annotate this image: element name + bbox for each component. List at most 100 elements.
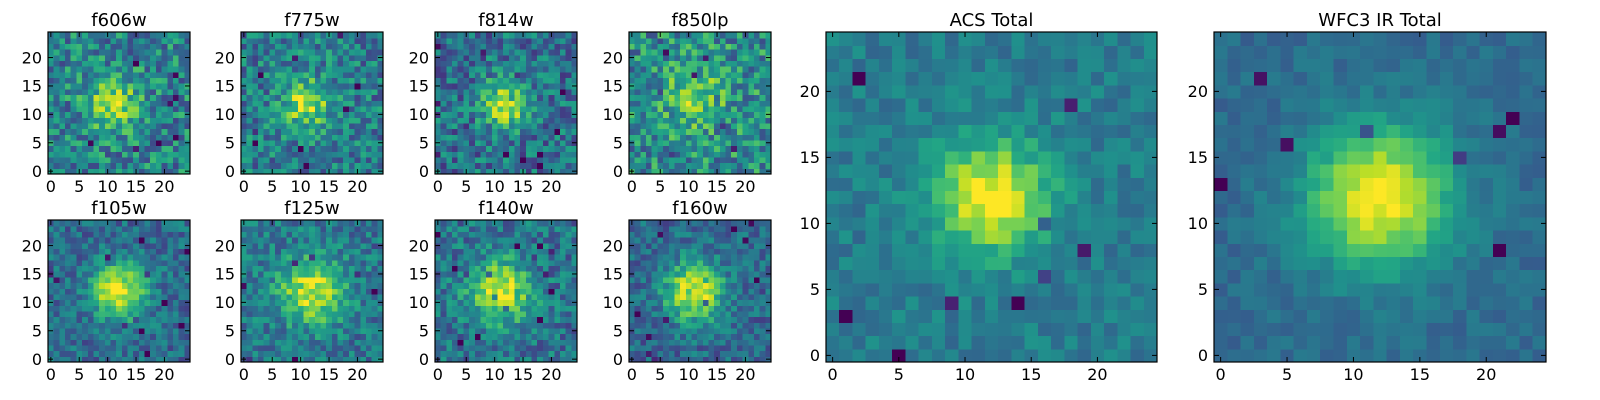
pixel-cell bbox=[697, 356, 704, 363]
pixel-cell bbox=[691, 100, 698, 107]
pixel-cell bbox=[326, 282, 333, 289]
pixel-cell bbox=[99, 66, 106, 73]
pixel-cell bbox=[765, 322, 772, 329]
pixel-cell bbox=[469, 316, 476, 323]
pixel-cell bbox=[354, 305, 361, 312]
pixel-cell bbox=[65, 49, 72, 56]
pixel-cell bbox=[314, 327, 322, 335]
pixel-cell bbox=[314, 54, 322, 61]
pixel-cell bbox=[70, 242, 77, 249]
pixel-cell bbox=[337, 71, 344, 79]
pixel-cell bbox=[263, 71, 270, 79]
pixel-cell bbox=[731, 66, 738, 73]
pixel-cell bbox=[87, 94, 95, 101]
pixel-cell bbox=[508, 242, 516, 249]
pixel-cell bbox=[548, 88, 555, 96]
y-tick-label: 0 bbox=[419, 162, 429, 181]
pixel-cell bbox=[753, 134, 761, 141]
pixel-cell bbox=[559, 156, 567, 164]
pixel-cell bbox=[59, 339, 66, 346]
pixel-cell bbox=[377, 333, 384, 340]
pixel-cell bbox=[663, 32, 670, 39]
pixel-cell bbox=[736, 288, 744, 295]
pixel-cell bbox=[337, 43, 344, 50]
pixel-cell bbox=[292, 344, 299, 352]
pixel-cell bbox=[348, 134, 356, 141]
pixel-cell bbox=[292, 316, 299, 323]
pixel-cell bbox=[702, 305, 710, 312]
pixel-cell bbox=[116, 237, 123, 244]
pixel-cell bbox=[571, 66, 578, 73]
pixel-cell bbox=[548, 254, 555, 261]
pixel-cell bbox=[121, 134, 129, 141]
pixel-cell bbox=[685, 282, 693, 289]
pixel-cell bbox=[748, 128, 755, 135]
pixel-cell bbox=[469, 310, 476, 318]
pixel-cell bbox=[263, 105, 270, 113]
pixel-cell bbox=[559, 350, 567, 357]
pixel-cell bbox=[742, 299, 749, 306]
pixel-cell bbox=[685, 350, 693, 357]
pixel-cell bbox=[354, 225, 361, 232]
pixel-cell bbox=[110, 322, 117, 329]
pixel-cell bbox=[554, 276, 561, 284]
pixel-cell bbox=[674, 32, 681, 39]
pixel-cell bbox=[725, 162, 732, 169]
pixel-cell bbox=[503, 327, 510, 335]
pixel-cell bbox=[765, 156, 772, 164]
pixel-cell bbox=[440, 60, 447, 67]
pixel-cell bbox=[365, 242, 373, 249]
pixel-cell bbox=[297, 254, 305, 261]
pixel-cell bbox=[53, 37, 60, 44]
pixel-cell bbox=[508, 156, 516, 164]
pixel-cell bbox=[742, 66, 749, 73]
pixel-cell bbox=[554, 231, 561, 238]
pixel-cell bbox=[269, 231, 276, 238]
axes-frame bbox=[47, 31, 191, 175]
pixel-cell bbox=[121, 271, 129, 278]
pixel-cell bbox=[663, 356, 670, 363]
pixel-cell bbox=[99, 32, 106, 39]
pixel-cell bbox=[246, 162, 253, 169]
pixel-cell bbox=[59, 327, 66, 335]
pixel-cell bbox=[70, 156, 77, 164]
pixel-cell bbox=[629, 100, 636, 107]
pixel-cell bbox=[554, 83, 561, 90]
pixel-cell bbox=[104, 105, 112, 113]
pixel-cell bbox=[554, 32, 561, 39]
pixel-cell bbox=[354, 350, 361, 357]
pixel-cell bbox=[365, 60, 373, 67]
pixel-cell bbox=[514, 316, 521, 323]
pixel-cell bbox=[680, 344, 687, 352]
pixel-cell bbox=[48, 66, 55, 73]
pixel-cell bbox=[486, 305, 493, 312]
pixel-cell bbox=[116, 122, 123, 130]
pixel-cell bbox=[48, 134, 55, 141]
pixel-cell bbox=[765, 94, 772, 101]
pixel-cell bbox=[269, 134, 276, 141]
pixel-cell bbox=[116, 310, 123, 318]
pixel-cell bbox=[371, 231, 378, 238]
pixel-cell bbox=[508, 54, 516, 61]
pixel-cell bbox=[127, 242, 134, 249]
pixel-cell bbox=[138, 83, 146, 90]
pixel-cell bbox=[651, 83, 658, 90]
pixel-cell bbox=[138, 77, 146, 84]
pixel-cell bbox=[731, 32, 738, 39]
pixel-cell bbox=[275, 139, 282, 147]
pixel-cell bbox=[463, 105, 470, 113]
pixel-cell bbox=[320, 83, 327, 90]
pixel-cell bbox=[286, 105, 293, 113]
pixel-cell bbox=[331, 43, 339, 50]
pixel-cell bbox=[497, 168, 504, 175]
pixel-cell bbox=[314, 271, 322, 278]
pixel-cell bbox=[486, 32, 493, 39]
pixel-cell bbox=[525, 271, 533, 278]
pixel-cell bbox=[474, 77, 482, 84]
pixel-cell bbox=[634, 276, 641, 284]
pixel-cell bbox=[474, 105, 482, 113]
pixel-cell bbox=[486, 156, 493, 164]
pixel-cell bbox=[116, 54, 123, 61]
pixel-cell bbox=[452, 293, 459, 301]
pixel-cell bbox=[365, 117, 373, 124]
